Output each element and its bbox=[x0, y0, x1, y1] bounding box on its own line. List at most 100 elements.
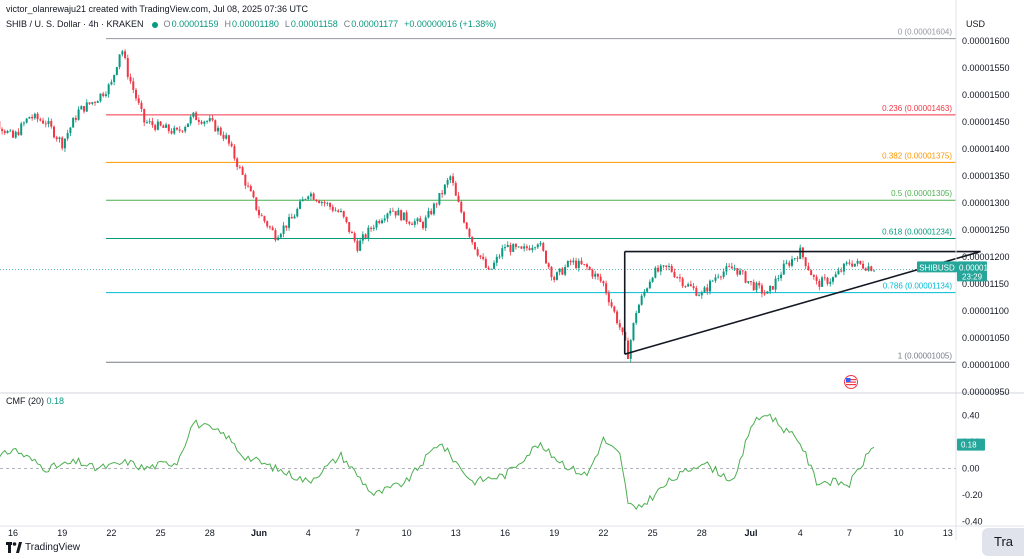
candle-body bbox=[509, 245, 512, 252]
market-status-icon bbox=[151, 21, 158, 28]
candle-body bbox=[255, 197, 258, 210]
candle-body bbox=[1, 128, 4, 131]
candle-body bbox=[12, 130, 14, 138]
candle-body bbox=[329, 203, 332, 207]
price-tick-label: 0.00001000 bbox=[962, 360, 1010, 370]
candle-body bbox=[394, 211, 397, 216]
candle-body bbox=[83, 106, 86, 112]
candle-body bbox=[796, 258, 799, 260]
time-tick-label: 16 bbox=[500, 528, 510, 538]
cmf-label[interactable]: CMF (20) bbox=[6, 396, 44, 406]
candle-body bbox=[730, 266, 733, 269]
time-tick-label: 10 bbox=[402, 528, 412, 538]
candle-body bbox=[569, 260, 572, 263]
candle-body bbox=[370, 227, 373, 229]
candle-body bbox=[211, 118, 214, 121]
candle-body bbox=[323, 201, 326, 204]
candle-body bbox=[607, 293, 610, 303]
candle-body bbox=[72, 117, 75, 128]
high-value: 0.00001180 bbox=[231, 19, 279, 29]
candle-body bbox=[413, 221, 416, 225]
candle-body bbox=[558, 268, 561, 273]
candle-body bbox=[714, 277, 717, 281]
candle-body bbox=[296, 208, 299, 217]
open-label: O bbox=[163, 19, 171, 29]
price-tick-label: 0.00001050 bbox=[962, 333, 1010, 343]
trade-button[interactable]: Tra bbox=[982, 528, 1024, 556]
candle-body bbox=[780, 274, 783, 279]
candle-body bbox=[178, 129, 181, 131]
candle-body bbox=[99, 93, 102, 102]
change-value: +0.00000016 (+1.38%) bbox=[404, 19, 497, 29]
candle-body bbox=[542, 243, 545, 251]
candle-body bbox=[476, 249, 479, 256]
price-tick-label: 0.00001500 bbox=[962, 90, 1010, 100]
candle-body bbox=[763, 293, 766, 295]
price-tick-label: 0.00001350 bbox=[962, 171, 1010, 181]
candle-body bbox=[424, 217, 427, 229]
candle-body bbox=[785, 262, 788, 264]
us-flag-icon[interactable] bbox=[844, 375, 858, 389]
candle-body bbox=[422, 221, 424, 229]
close-label: C bbox=[343, 19, 351, 29]
candle-body bbox=[288, 216, 291, 228]
candle-body bbox=[870, 266, 873, 271]
candle-body bbox=[750, 281, 752, 283]
candle-body bbox=[236, 158, 239, 167]
candle-body bbox=[137, 98, 140, 103]
candle-body bbox=[605, 283, 608, 294]
candle-body bbox=[741, 270, 744, 272]
candle-body bbox=[159, 121, 162, 126]
time-tick-label: 22 bbox=[598, 528, 608, 538]
candle-body bbox=[848, 262, 851, 264]
footer-brand[interactable]: TradingView bbox=[6, 542, 80, 553]
price-tick-label: 0.00001450 bbox=[962, 117, 1010, 127]
candle-body bbox=[482, 256, 485, 260]
candle-body bbox=[514, 244, 517, 247]
time-tick-label: 19 bbox=[549, 528, 559, 538]
candle-body bbox=[94, 102, 96, 103]
candle-body bbox=[700, 292, 703, 296]
candle-body bbox=[219, 127, 222, 135]
price-tick-label: 0.00001200 bbox=[962, 252, 1010, 262]
candle-body bbox=[793, 258, 796, 260]
candle-body bbox=[14, 131, 17, 138]
candle-body bbox=[307, 196, 310, 200]
candle-body bbox=[545, 250, 547, 264]
candle-body bbox=[717, 276, 720, 278]
candle-body bbox=[315, 199, 318, 201]
candle-body bbox=[386, 213, 389, 219]
currency-label[interactable]: USD bbox=[966, 19, 986, 29]
candle-body bbox=[550, 266, 553, 278]
candle-body bbox=[443, 184, 446, 195]
time-tick-label: 13 bbox=[451, 528, 461, 538]
candle-body bbox=[566, 260, 569, 267]
time-tick-label: Jul bbox=[744, 528, 757, 538]
candle-body bbox=[788, 262, 791, 266]
candle-body bbox=[383, 218, 386, 221]
candle-body bbox=[853, 263, 856, 267]
candle-body bbox=[340, 210, 342, 212]
candle-body bbox=[498, 256, 501, 258]
candle-body bbox=[632, 322, 635, 341]
candle-body bbox=[132, 81, 135, 90]
candle-body bbox=[856, 260, 859, 264]
candle-body bbox=[353, 233, 356, 241]
candle-body bbox=[528, 248, 531, 251]
candle-body bbox=[698, 295, 701, 297]
candle-body bbox=[293, 216, 296, 219]
time-tick-label: 4 bbox=[306, 528, 311, 538]
candle-body bbox=[689, 284, 692, 287]
candle-body bbox=[873, 270, 875, 272]
symbol-title[interactable]: SHIB / U. S. Dollar · 4h · KRAKEN bbox=[6, 19, 144, 29]
candle-body bbox=[186, 123, 189, 127]
candle-body bbox=[583, 264, 586, 266]
candle-body bbox=[441, 193, 444, 195]
candle-body bbox=[271, 227, 274, 231]
candle-body bbox=[736, 268, 739, 275]
price-tick-label: 0.00001150 bbox=[962, 279, 1009, 289]
candle-body bbox=[184, 126, 187, 132]
candle-body bbox=[233, 146, 236, 159]
candle-body bbox=[610, 302, 613, 307]
